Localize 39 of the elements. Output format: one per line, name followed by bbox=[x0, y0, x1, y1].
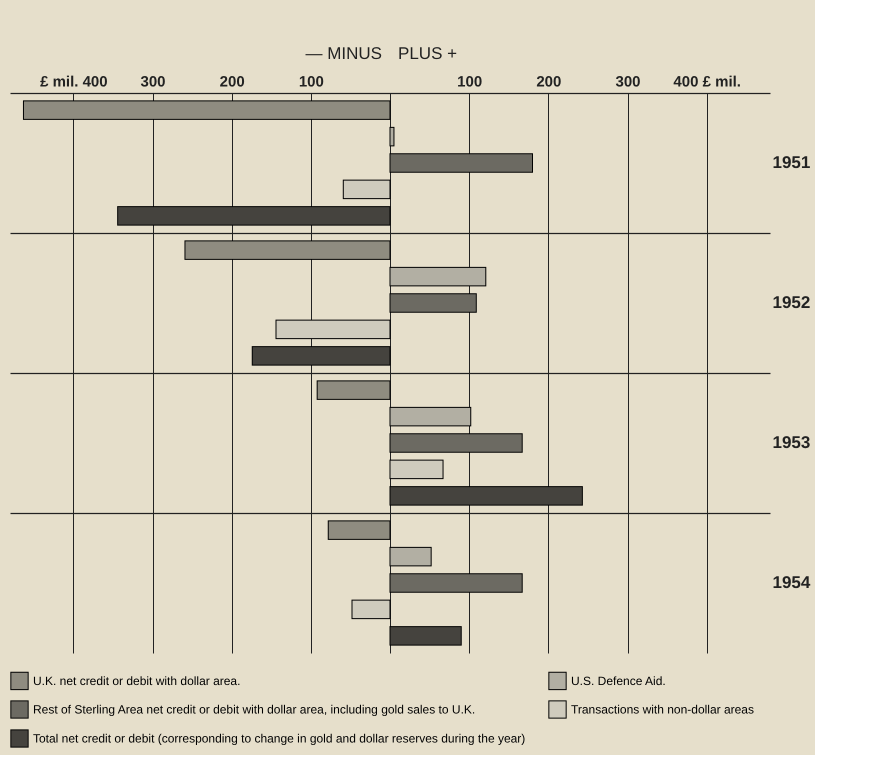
bar bbox=[22, 100, 390, 120]
y-tick-label: 1952 bbox=[772, 293, 810, 312]
x-tick-label: 200 bbox=[536, 74, 562, 90]
y-tick-label: 1954 bbox=[772, 573, 811, 592]
bar bbox=[390, 266, 486, 286]
bar bbox=[390, 546, 432, 566]
x-tick-label: 300 bbox=[615, 74, 641, 90]
bar bbox=[316, 380, 390, 400]
text: — MINUS bbox=[306, 44, 382, 63]
bar bbox=[390, 126, 394, 146]
legend-label: U.S. Defence Aid. bbox=[571, 674, 666, 688]
bar bbox=[390, 626, 462, 646]
bar bbox=[390, 486, 583, 506]
y-tick-label: 1951 bbox=[772, 153, 810, 172]
legend-label: Total net credit or debit (corresponding to change in gold and dollar reserves during the year) bbox=[33, 732, 526, 746]
bar bbox=[390, 433, 523, 453]
legend-label: U.K. net credit or debit with dollar area. bbox=[33, 674, 240, 688]
bar bbox=[390, 460, 444, 480]
bar bbox=[328, 520, 390, 540]
bar bbox=[390, 293, 477, 313]
x-tick-label: 100 bbox=[457, 74, 482, 90]
bar bbox=[184, 240, 390, 260]
bar bbox=[276, 320, 390, 340]
legend-label: Rest of Sterling Area net credit or debit with dollar area, including gold sales to U.K. bbox=[33, 702, 476, 716]
x-tick-label: 400 £ mil. bbox=[673, 74, 741, 90]
x-tick-label: 300 bbox=[140, 74, 166, 90]
x-tick-label: 100 bbox=[298, 74, 324, 90]
bar bbox=[352, 600, 390, 620]
bar bbox=[390, 153, 533, 173]
y-tick-label: 1953 bbox=[772, 433, 810, 452]
x-tick-label: 200 bbox=[220, 74, 245, 90]
legend-label: Transactions with non-dollar areas bbox=[571, 702, 754, 716]
bar bbox=[117, 206, 390, 226]
text: PLUS + bbox=[398, 44, 458, 63]
bar bbox=[342, 180, 390, 200]
bar bbox=[252, 346, 390, 366]
x-tick-label: £ mil. 400 bbox=[40, 74, 108, 90]
bar bbox=[390, 406, 472, 426]
bar bbox=[390, 573, 523, 593]
